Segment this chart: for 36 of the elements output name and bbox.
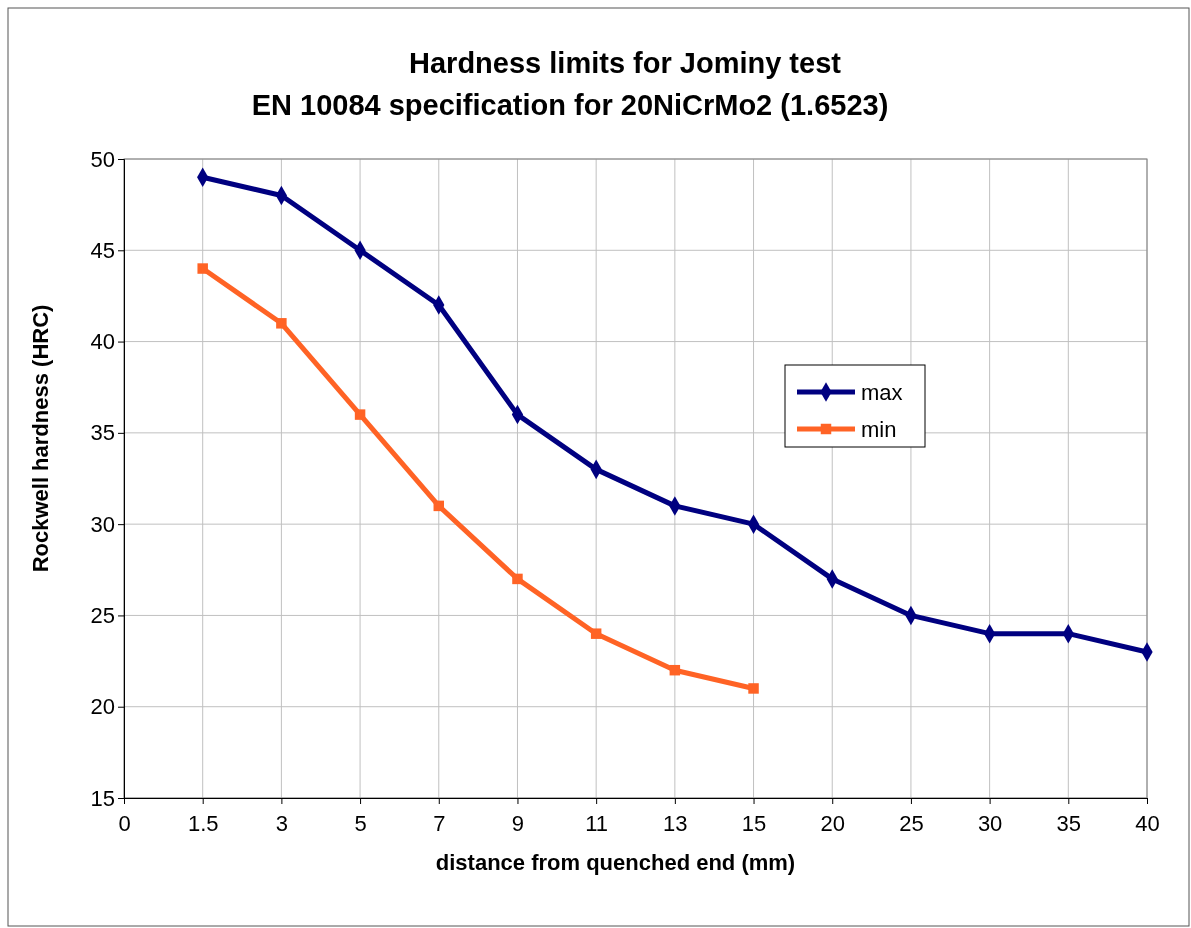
x-tick-label: 35 [1056, 811, 1082, 837]
point [512, 573, 523, 585]
y-tick-label: 35 [90, 420, 115, 446]
x-tick-label: 11 [585, 811, 609, 837]
legend-label: min [861, 417, 897, 442]
x-tick-label: 20 [820, 811, 845, 837]
x-tick-label: 15 [741, 811, 767, 837]
point [669, 664, 681, 676]
x-tick-label: 25 [899, 811, 924, 837]
point [590, 628, 602, 639]
x-tick-label: 7 [433, 811, 446, 837]
point [748, 683, 759, 694]
x-tick-label: 30 [977, 811, 1003, 837]
y-axis-title: Rockwell hardness (HRC) [28, 304, 53, 573]
x-tick-label: 3 [275, 811, 289, 837]
y-tick-label: 50 [90, 146, 115, 172]
y-tick-label: 30 [90, 511, 115, 537]
x-tick-label: 0 [118, 811, 131, 837]
y-tick-label: 40 [90, 329, 115, 355]
chart-subtitle: EN 10084 specification for 20NiCrMo2 (1.6523) [251, 89, 889, 121]
y-tick-label: 20 [90, 694, 115, 720]
legend-label: max [861, 380, 903, 405]
x-tick-label: 1.5 [187, 811, 219, 837]
x-tick-label: 5 [354, 811, 367, 837]
x-tick-label: 9 [511, 811, 525, 837]
y-tick-label: 25 [90, 602, 115, 628]
point [433, 500, 445, 512]
point [354, 409, 366, 420]
chart-title: Hardness limits for Jominy test [409, 47, 842, 79]
x-axis-title: distance from quenched end (mm) [435, 850, 796, 875]
point [197, 263, 208, 274]
y-tick-label: 15 [90, 785, 115, 811]
x-tick-label: 40 [1135, 811, 1160, 837]
y-tick-label: 45 [90, 237, 115, 263]
point [276, 318, 287, 329]
x-tick-label: 13 [663, 811, 688, 837]
